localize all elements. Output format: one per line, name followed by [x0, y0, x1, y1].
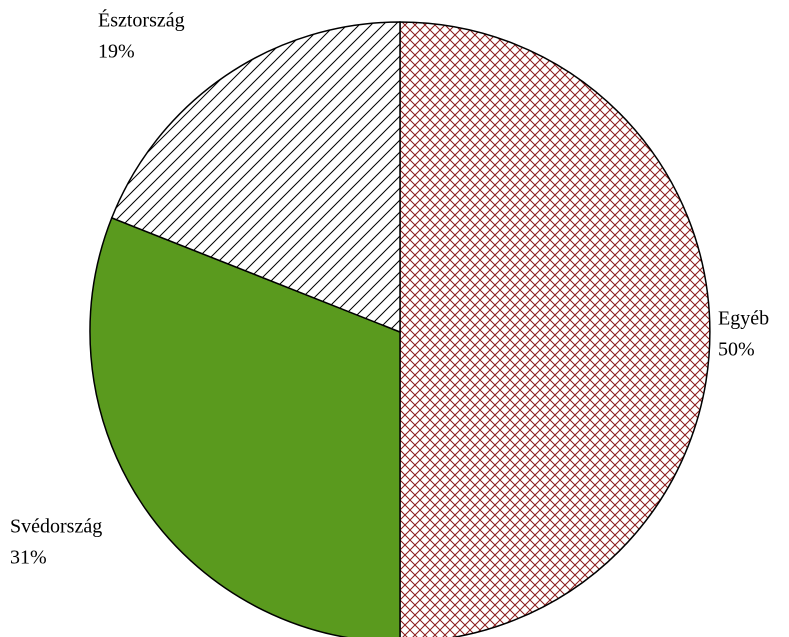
- slice-value-label: 50%: [718, 339, 755, 361]
- slice-label: Észtország: [98, 9, 185, 32]
- slice-label: Egyéb: [718, 308, 769, 330]
- pie-slice: [399, 21, 711, 637]
- slice-value-label: 31%: [10, 547, 47, 569]
- slice-value-label: 19%: [98, 41, 135, 63]
- pie-slice: [110, 21, 401, 334]
- pie-slice: [89, 216, 401, 637]
- slice-label: Svédország: [10, 516, 102, 538]
